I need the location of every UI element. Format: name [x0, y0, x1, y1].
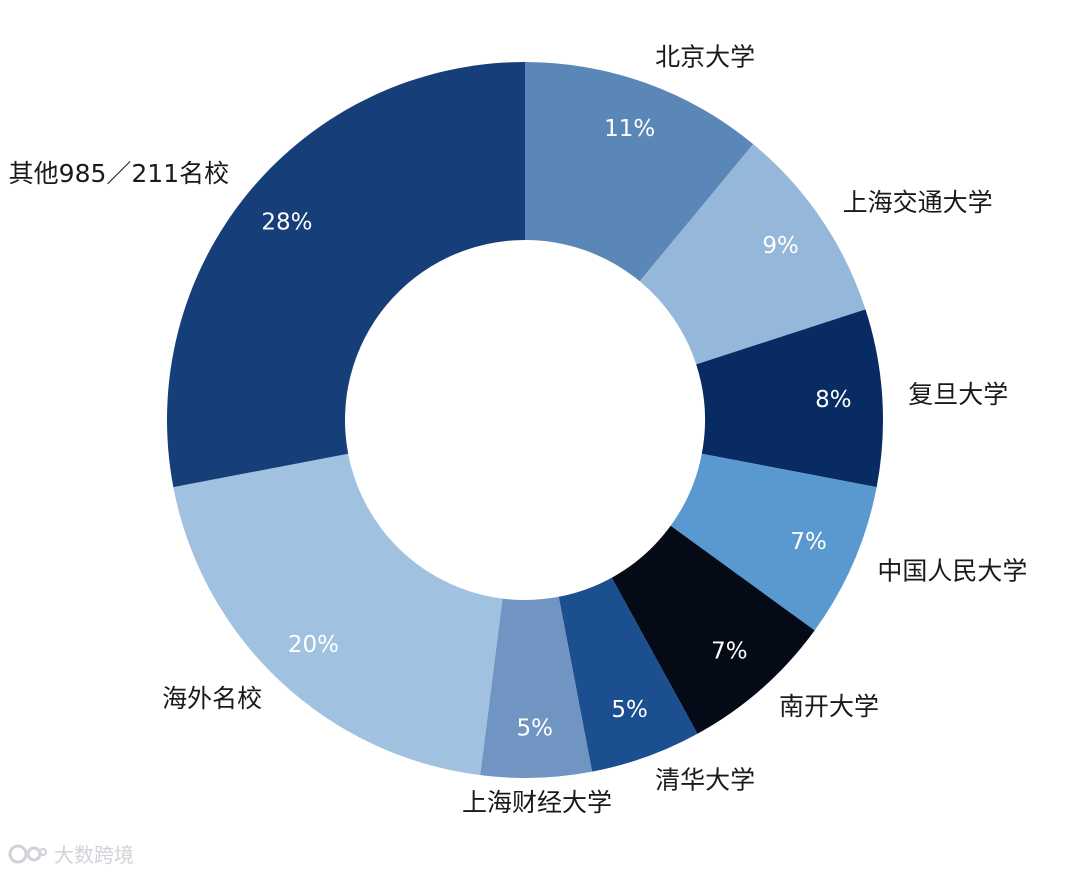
- slice-value-label: 5%: [611, 697, 648, 723]
- slice-value-label: 7%: [790, 529, 827, 555]
- slice-category-label: 北京大学: [655, 43, 755, 72]
- pie-slice: [696, 309, 883, 488]
- pie-slice: [525, 62, 754, 282]
- watermark: 大数跨境: [8, 839, 134, 868]
- slice-category-label: 其他985／211名校: [9, 159, 229, 188]
- pie-slice: [167, 62, 525, 488]
- slice-value-label: 9%: [762, 233, 799, 259]
- slice-category-label: 中国人民大学: [877, 557, 1027, 586]
- slice-value-label: 7%: [711, 638, 748, 664]
- pie-slice: [558, 577, 698, 772]
- slice-category-label: 复旦大学: [908, 380, 1008, 409]
- slice-category-label: 清华大学: [655, 765, 755, 794]
- pie-slice: [670, 453, 877, 631]
- watermark-text: 大数跨境: [54, 843, 134, 867]
- brand-logo-icon: [8, 844, 47, 863]
- slice-value-label: 5%: [516, 715, 553, 741]
- slice-value-label: 8%: [815, 387, 852, 413]
- slice-value-label: 20%: [288, 632, 339, 658]
- slice-category-label: 南开大学: [779, 692, 879, 721]
- pie-slice: [480, 596, 593, 778]
- slice-category-label: 上海财经大学: [462, 788, 612, 817]
- slice-value-label: 28%: [261, 210, 312, 236]
- slice-value-label: 11%: [604, 116, 655, 142]
- pie-slice: [639, 144, 866, 365]
- slice-category-label: 海外名校: [162, 684, 262, 713]
- pie-slice: [173, 453, 503, 776]
- pie-slice: [611, 525, 815, 734]
- slice-category-label: 上海交通大学: [843, 188, 993, 217]
